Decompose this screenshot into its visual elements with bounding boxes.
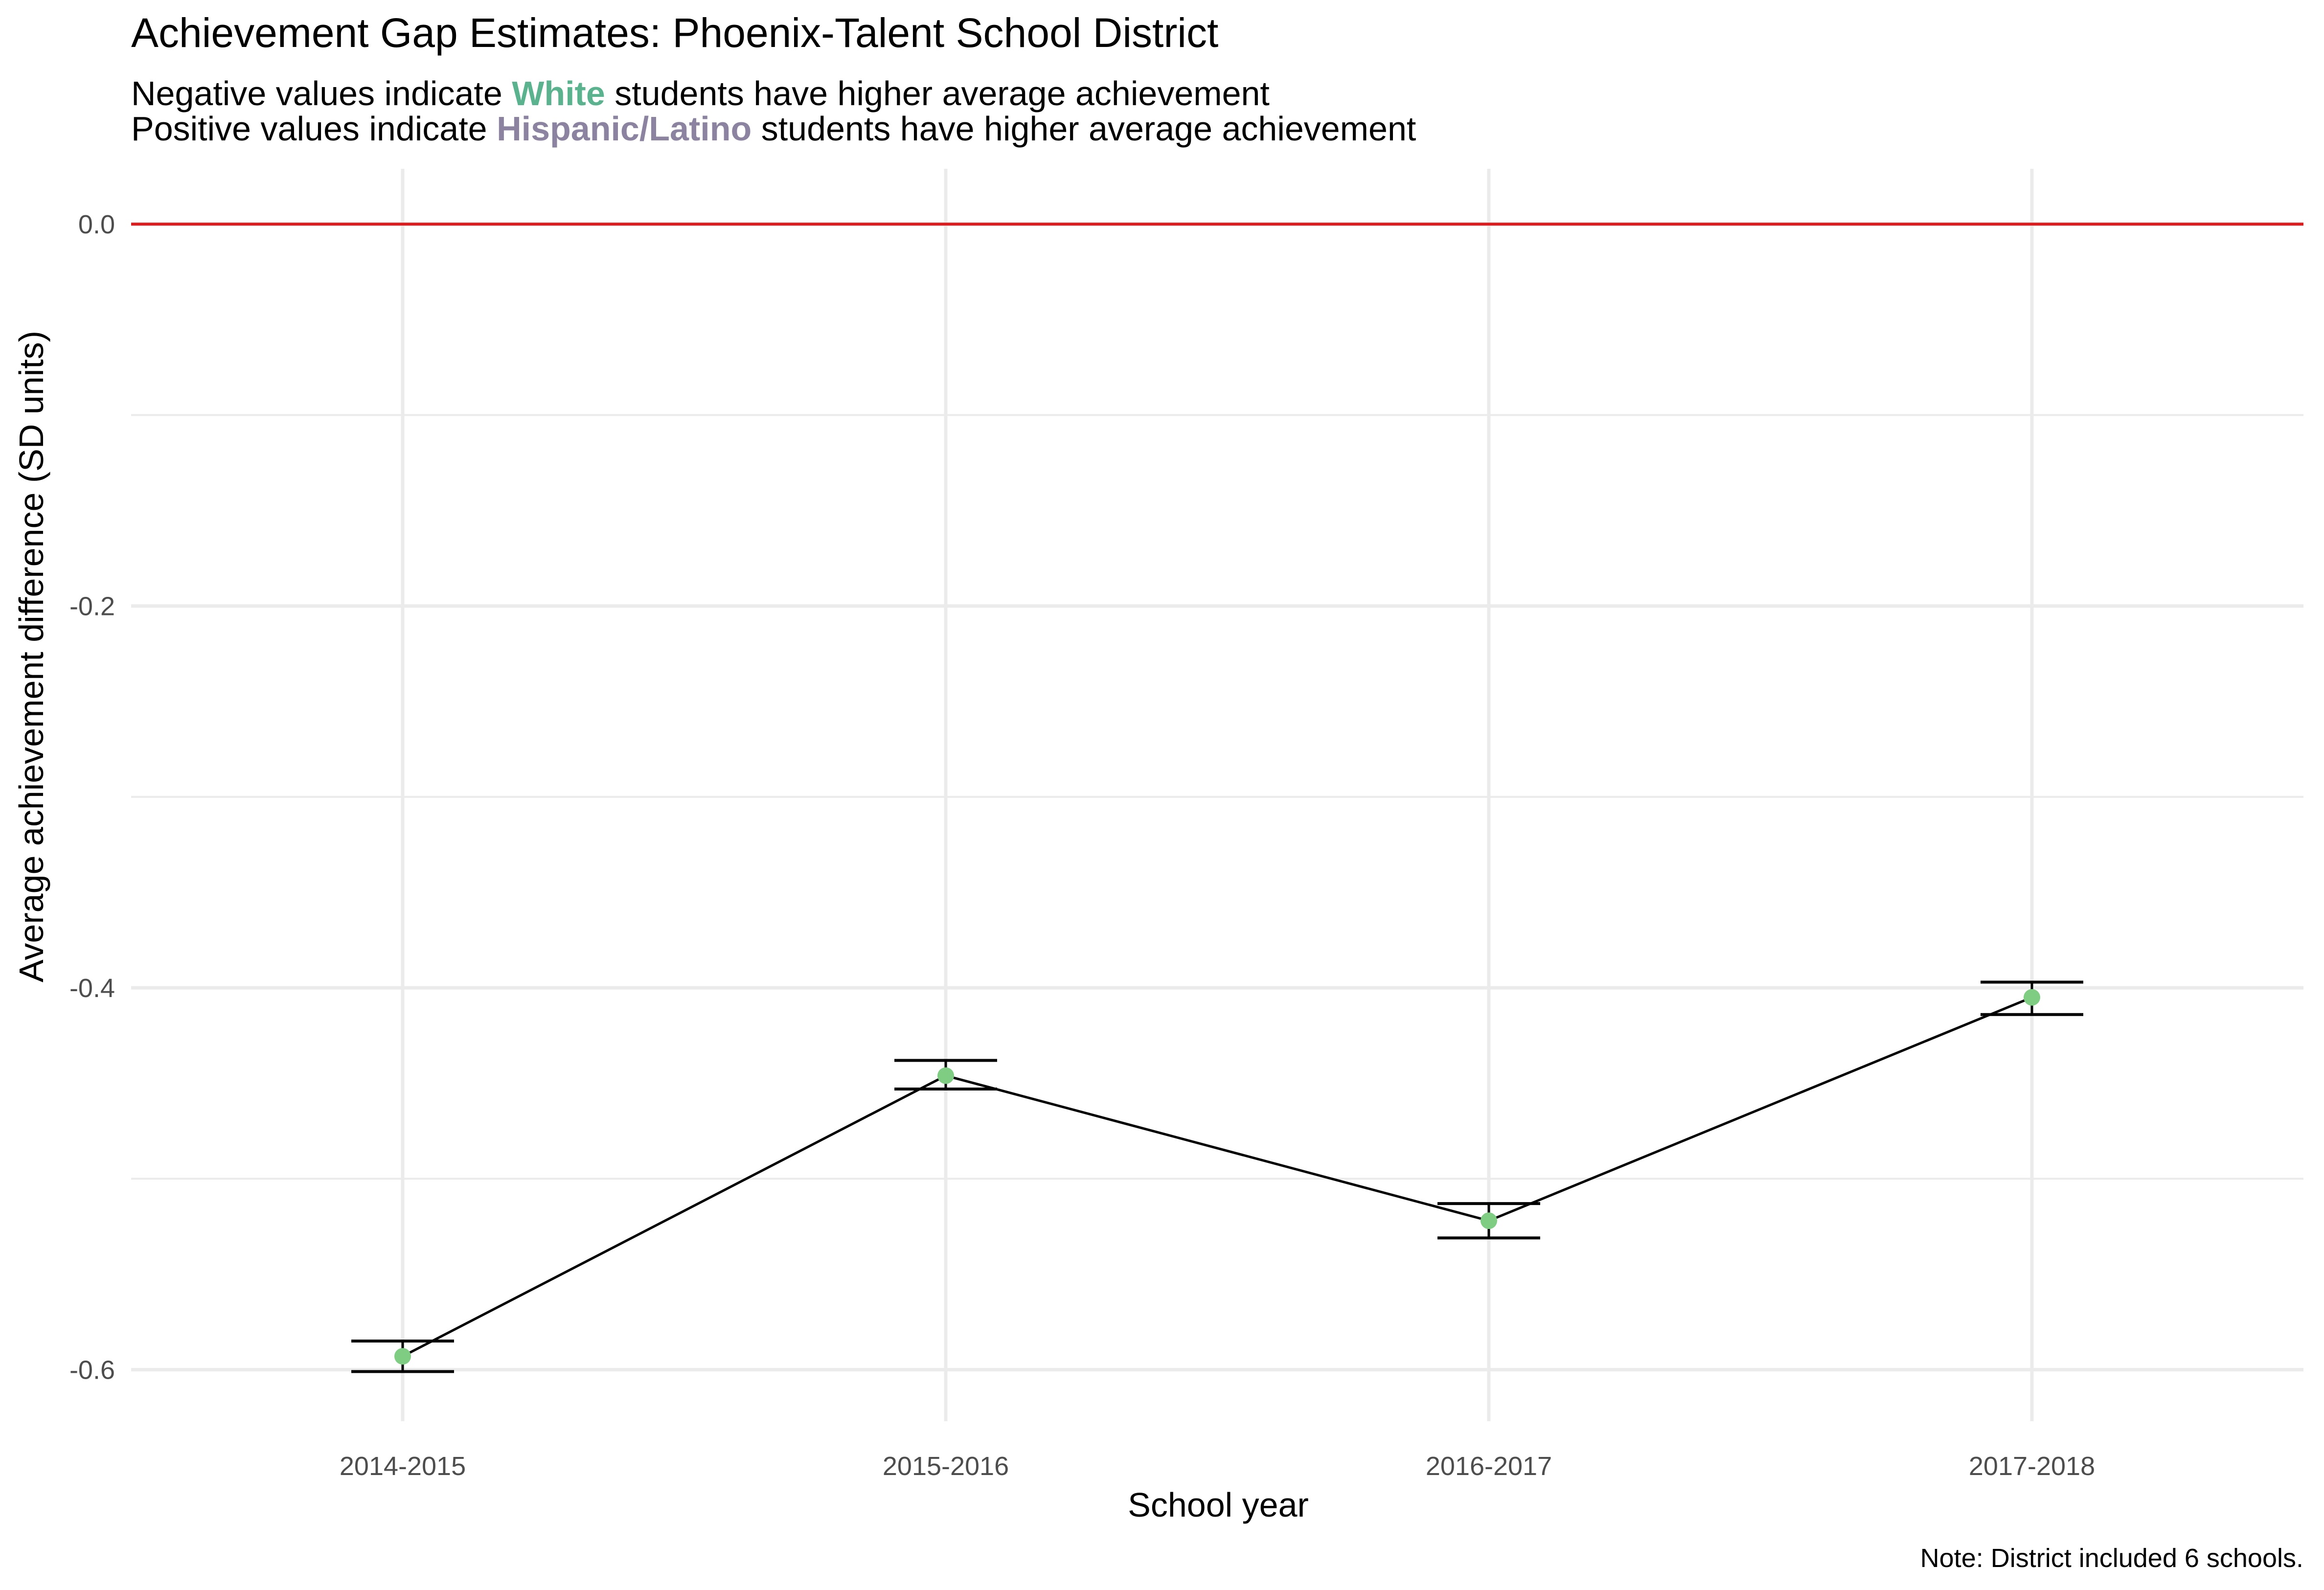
y-axis-tick-labels: 0.0 -0.2 -0.4 -0.6	[69, 210, 115, 1385]
major-gridlines	[131, 169, 2303, 1421]
y-tick-label: 0.0	[78, 210, 115, 239]
chart-caption: Note: District included 6 schools.	[1920, 1544, 2303, 1573]
x-tick-label: 2017-2018	[1969, 1452, 2095, 1481]
data-point	[1481, 1212, 1497, 1229]
subtitle-line-1: Negative values indicate White students …	[131, 74, 1270, 113]
data-point	[937, 1067, 954, 1084]
x-axis-tick-labels: 2014-2015 2015-2016 2016-2017 2017-2018	[340, 1452, 2095, 1481]
y-tick-label: -0.6	[69, 1356, 115, 1385]
x-axis-title: School year	[1128, 1486, 1309, 1524]
series-line	[402, 996, 2032, 1358]
x-tick-label: 2014-2015	[340, 1452, 466, 1481]
y-tick-label: -0.2	[69, 592, 115, 621]
chart-title: Achievement Gap Estimates: Phoenix-Talen…	[131, 10, 1218, 56]
data-point	[394, 1348, 411, 1365]
data-points	[394, 989, 2040, 1365]
x-tick-label: 2015-2016	[883, 1452, 1009, 1481]
x-tick-label: 2016-2017	[1426, 1452, 1552, 1481]
hispanic-highlight: Hispanic/Latino	[497, 110, 752, 148]
error-bars	[351, 980, 2083, 1373]
subtitle-line-2: Positive values indicate Hispanic/Latino…	[131, 110, 1416, 148]
series-line-group	[402, 996, 2032, 1358]
white-highlight: White	[512, 74, 605, 113]
data-point	[2024, 989, 2040, 1006]
y-tick-label: -0.4	[69, 974, 115, 1003]
minor-gridlines	[131, 414, 2303, 1180]
y-axis-title: Average achievement difference (SD units…	[12, 331, 50, 982]
